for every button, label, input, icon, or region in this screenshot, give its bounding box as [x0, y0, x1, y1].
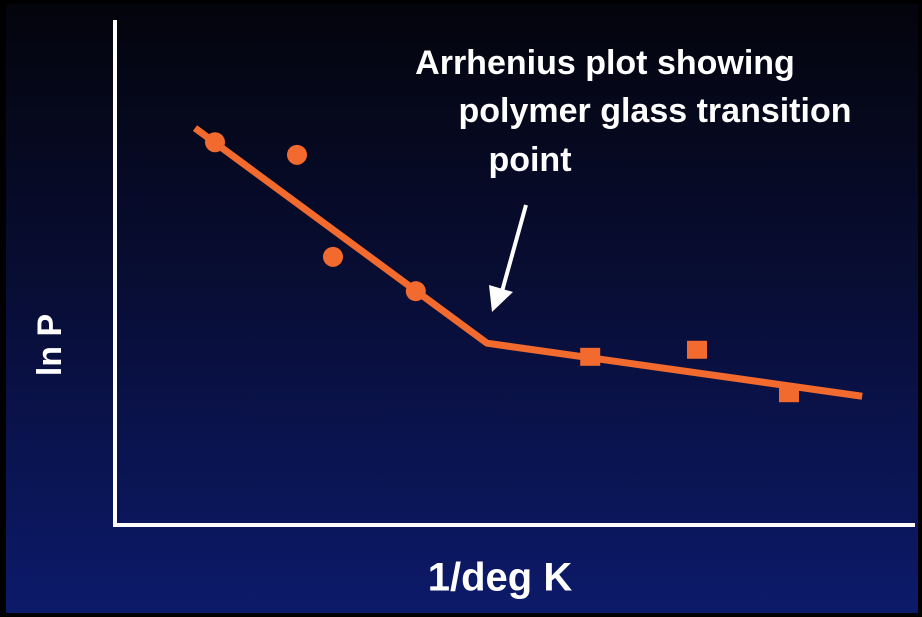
point	[287, 144, 307, 165]
fit-line	[192, 125, 863, 400]
point	[779, 384, 799, 403]
arrow-head	[489, 285, 513, 312]
x-axis-label: 1/deg K	[428, 556, 573, 600]
annotation: Arrhenius plot showing	[415, 44, 795, 82]
arrow	[499, 204, 528, 296]
point	[580, 347, 601, 366]
y-axis-label: ln P	[31, 314, 69, 376]
point	[405, 281, 426, 302]
point	[687, 340, 707, 359]
annotation: polymer glass transition	[459, 92, 852, 130]
point	[323, 246, 343, 267]
background	[6, 4, 918, 613]
annotation: point	[488, 141, 571, 179]
point	[205, 132, 225, 153]
